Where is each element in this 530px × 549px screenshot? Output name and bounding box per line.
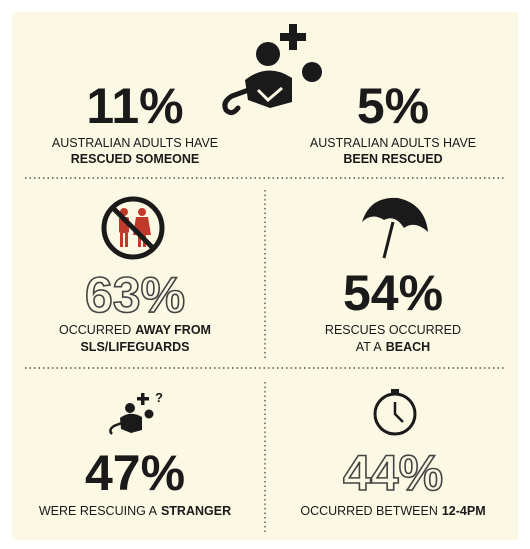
stat-caption: AUSTRALIAN ADULTS HAVE	[52, 136, 218, 150]
stat-value: 47%	[85, 445, 185, 501]
stat-caption: SLS/LIFEGUARDS	[80, 340, 189, 354]
clock-icon	[373, 389, 417, 436]
caption-part: 12-4PM	[442, 504, 486, 518]
stat-caption: WERE RESCUING A STRANGER	[39, 504, 231, 518]
no-access-icon	[101, 196, 165, 260]
stat-caption: RESCUED SOMEONE	[71, 152, 200, 166]
stat-caption: BEEN RESCUED	[343, 152, 442, 166]
stat-caption: AT A BEACH	[356, 340, 430, 354]
caption-part: AWAY FROM	[135, 323, 211, 337]
stranger-icon: ?	[109, 390, 163, 435]
stat-caption: AUSTRALIAN ADULTS HAVE	[310, 136, 476, 150]
stat-caption: OCCURRED AWAY FROM	[59, 323, 211, 337]
stat-value: 54%	[343, 265, 443, 321]
caption-part: BEACH	[386, 340, 430, 354]
umbrella-icon	[362, 197, 428, 259]
caption-part: OCCURRED	[59, 323, 131, 337]
stat-value: 5%	[357, 78, 429, 134]
stat-caption: RESCUES OCCURRED	[325, 323, 461, 337]
stat-value: 11%	[86, 78, 183, 134]
svg-text:?: ?	[155, 390, 163, 405]
caption-part: AT A	[356, 340, 383, 354]
caption-part: OCCURRED BETWEEN	[300, 504, 438, 518]
stat-value: 63%	[85, 267, 185, 323]
stat-value: 44%	[343, 445, 443, 501]
stat-caption: OCCURRED BETWEEN 12-4PM	[300, 504, 485, 518]
caption-part: WERE RESCUING A	[39, 504, 158, 518]
caption-part: STRANGER	[161, 504, 231, 518]
rescue-icon	[222, 24, 322, 116]
